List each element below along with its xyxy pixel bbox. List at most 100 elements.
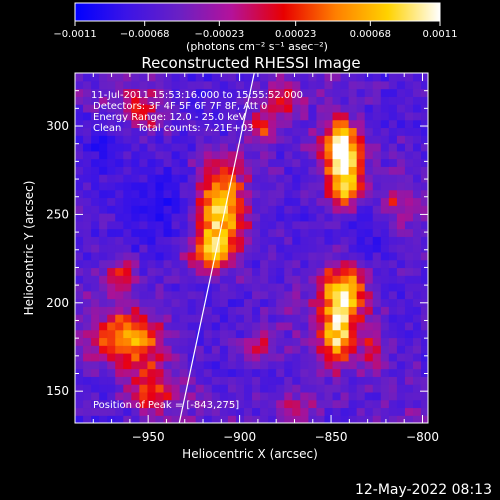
heatmap-cell: [260, 220, 269, 230]
heatmap-cell: [332, 205, 342, 214]
heatmap-cell: [99, 127, 108, 136]
heatmap-cell: [244, 353, 253, 362]
heatmap-cell: [404, 360, 414, 370]
heatmap-cell: [404, 314, 414, 323]
heatmap-cell: [179, 259, 189, 269]
heatmap-cell: [340, 267, 350, 276]
heatmap-cell: [195, 244, 205, 253]
heatmap-cell: [396, 181, 406, 191]
heatmap-cell: [99, 415, 108, 423]
heatmap-cell: [75, 80, 84, 90]
heatmap-cell: [421, 119, 428, 129]
heatmap-cell: [388, 360, 398, 370]
heatmap-cell: [91, 135, 100, 144]
heatmap-cell: [147, 376, 157, 385]
heatmap-cell: [356, 283, 366, 292]
heatmap-cell: [388, 158, 398, 167]
heatmap-cell: [91, 189, 100, 199]
heatmap-cell: [421, 337, 428, 346]
heatmap-cell: [171, 376, 181, 385]
heatmap-cell: [171, 415, 181, 423]
heatmap-cell: [195, 143, 205, 152]
heatmap-cell: [244, 104, 253, 113]
heatmap-cell: [268, 96, 277, 105]
heatmap-cell: [219, 399, 229, 409]
heatmap-cell: [91, 321, 100, 331]
heatmap-cell: [364, 251, 374, 261]
heatmap-cell: [276, 220, 285, 230]
solar-limb-line: [178, 73, 255, 423]
heatmap-cell: [404, 368, 414, 377]
heatmap-cell: [348, 150, 358, 160]
heatmap-cell: [203, 228, 213, 237]
peak-position-label: Position of Peak = [-843,275]: [93, 400, 239, 411]
heatmap-cell: [235, 73, 245, 82]
heatmap-cell: [413, 259, 422, 269]
heatmap-cell: [308, 96, 318, 105]
heatmap-cell: [316, 267, 326, 276]
heatmap-cell: [268, 368, 277, 377]
heatmap-cell: [163, 384, 173, 393]
heatmap-cell: [211, 314, 221, 323]
heatmap-cell: [300, 88, 309, 97]
heatmap-cell: [284, 275, 293, 284]
heatmap-cell: [227, 368, 237, 377]
heatmap-cell: [139, 415, 149, 423]
heatmap-cell: [316, 228, 326, 237]
heatmap-cell: [404, 283, 414, 292]
heatmap-cell: [163, 80, 173, 90]
heatmap-cell: [284, 244, 293, 253]
heatmap-cell: [332, 80, 342, 90]
heatmap-cell: [235, 259, 245, 269]
heatmap-cell: [131, 384, 140, 393]
heatmap-cell: [179, 166, 189, 175]
heatmap-cell: [364, 80, 374, 90]
heatmap-cell: [332, 353, 342, 362]
heatmap-cell: [284, 290, 293, 300]
heatmap-cell: [404, 80, 414, 90]
heatmap-cell: [340, 353, 350, 362]
heatmap-cell: [356, 143, 366, 152]
heatmap-cell: [163, 220, 173, 230]
heatmap-cell: [404, 73, 414, 82]
heatmap-cell: [404, 88, 414, 97]
heatmap-cell: [147, 399, 157, 409]
heatmap-cell: [276, 368, 285, 377]
heatmap-cell: [91, 80, 100, 90]
heatmap-cell: [171, 166, 181, 175]
heatmap-cell: [75, 205, 84, 214]
heatmap-cell: [187, 267, 197, 276]
heatmap-cell: [171, 259, 181, 269]
heatmap-cell: [123, 73, 132, 82]
heatmap-cell: [203, 415, 213, 423]
heatmap-cell: [268, 213, 277, 222]
heatmap-cell: [260, 111, 269, 121]
heatmap-cell: [404, 220, 414, 230]
heatmap-cell: [75, 267, 84, 276]
heatmap-cell: [139, 259, 149, 269]
heatmap-cell: [380, 119, 390, 129]
heatmap-cell: [332, 236, 342, 245]
heatmap-cell: [83, 306, 92, 315]
heatmap-cell: [83, 174, 92, 183]
heatmap-cell: [404, 407, 414, 416]
heatmap-cell: [163, 166, 173, 175]
heatmap-cell: [195, 96, 205, 105]
heatmap-cell: [219, 111, 229, 121]
heatmap-cell: [99, 353, 108, 362]
heatmap-cell: [364, 399, 374, 409]
heatmap-cell: [276, 267, 285, 276]
heatmap-cell: [147, 236, 157, 245]
heatmap-cell: [195, 353, 205, 362]
heatmap-cell: [203, 181, 213, 191]
heatmap-cell: [195, 384, 205, 393]
heatmap-cell: [195, 399, 205, 409]
heatmap-cell: [131, 119, 140, 129]
heatmap-cell: [155, 384, 165, 393]
heatmap-cell: [203, 384, 213, 393]
heatmap-cell: [99, 290, 108, 300]
heatmap-cell: [203, 96, 213, 105]
heatmap-cell: [372, 197, 382, 206]
heatmap-cell: [195, 135, 205, 144]
heatmap-cell: [372, 104, 382, 113]
